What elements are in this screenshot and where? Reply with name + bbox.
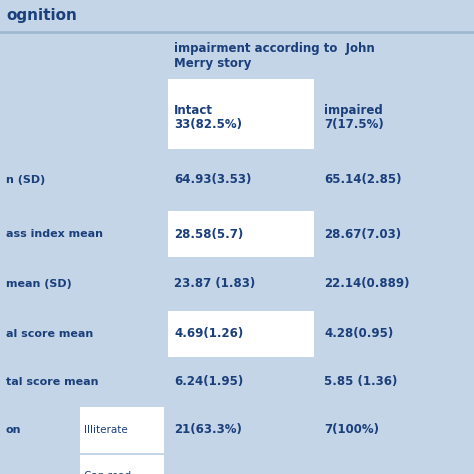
Text: 23.87 (1.83): 23.87 (1.83) (174, 277, 255, 291)
Text: impaired: impaired (324, 103, 383, 117)
Text: ass index mean: ass index mean (6, 229, 103, 239)
Bar (80, 407, 164, 453)
Bar (168, 211, 314, 257)
Text: 64.93(3.53): 64.93(3.53) (174, 173, 251, 186)
Text: ognition: ognition (6, 8, 77, 22)
Text: 22.14(0.889): 22.14(0.889) (324, 277, 410, 291)
Text: 7(100%): 7(100%) (324, 423, 379, 437)
Text: 4.28(0.95): 4.28(0.95) (324, 328, 393, 340)
Text: mean (SD): mean (SD) (6, 279, 72, 289)
Text: 6.24(1.95): 6.24(1.95) (174, 375, 243, 389)
Text: Can read
and write: Can read and write (84, 471, 133, 474)
Text: 7(17.5%): 7(17.5%) (324, 118, 384, 130)
Text: 28.67(7.03): 28.67(7.03) (324, 228, 401, 240)
Text: Illiterate: Illiterate (84, 425, 128, 435)
Bar (168, 79, 314, 149)
Text: n (SD): n (SD) (6, 175, 45, 185)
Text: 33(82.5%): 33(82.5%) (174, 118, 242, 130)
Text: 65.14(2.85): 65.14(2.85) (324, 173, 401, 186)
Text: 21(63.3%): 21(63.3%) (174, 423, 242, 437)
Text: 4.69(1.26): 4.69(1.26) (174, 328, 243, 340)
Text: al score mean: al score mean (6, 329, 93, 339)
Text: tal score mean: tal score mean (6, 377, 99, 387)
Bar (80, 455, 164, 474)
Text: Intact: Intact (174, 103, 213, 117)
Text: 28.58(5.7): 28.58(5.7) (174, 228, 243, 240)
Bar (168, 311, 314, 357)
Text: impairment according to  John
Merry story: impairment according to John Merry story (174, 42, 375, 70)
Text: 5.85 (1.36): 5.85 (1.36) (324, 375, 397, 389)
Text: on: on (6, 425, 21, 435)
